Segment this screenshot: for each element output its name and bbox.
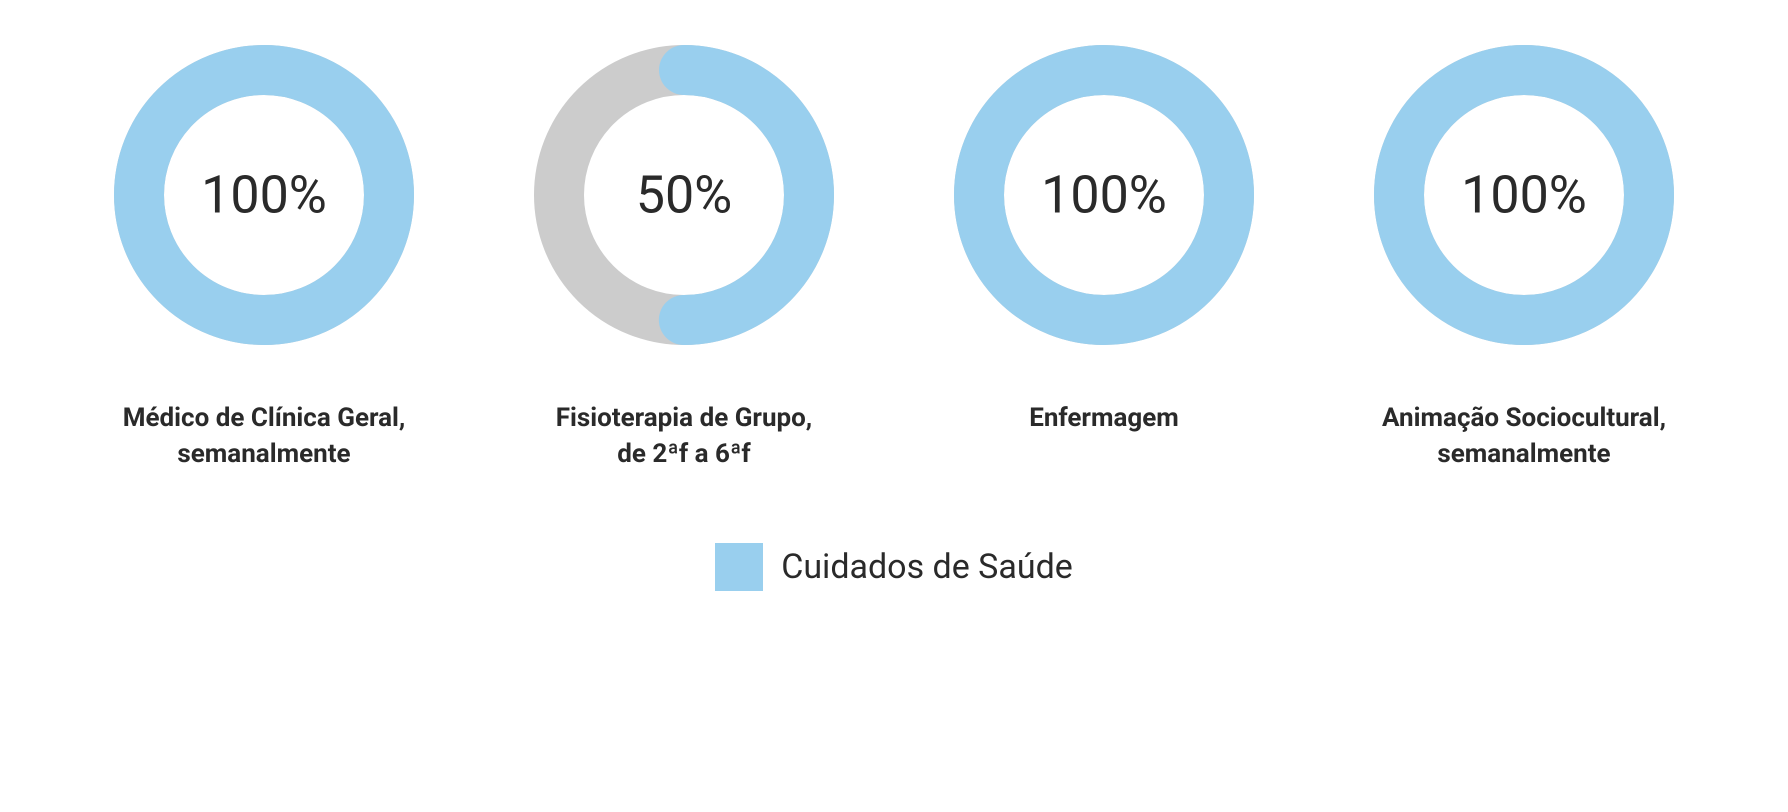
legend: Cuidados de Saúde xyxy=(715,543,1073,591)
donut-chart: 100% xyxy=(949,40,1259,350)
donut-label: Enfermagem xyxy=(1029,400,1179,436)
donut-label: Médico de Clínica Geral, semanalmente xyxy=(123,400,406,473)
legend-swatch xyxy=(715,543,763,591)
donut-item-enfermagem: 100% Enfermagem xyxy=(944,40,1264,473)
donut-item-medico: 100% Médico de Clínica Geral, semanalmen… xyxy=(104,40,424,473)
legend-label: Cuidados de Saúde xyxy=(781,547,1073,587)
donut-chart: 100% xyxy=(1369,40,1679,350)
donut-label: Animação Sociocultural, semanalmente xyxy=(1382,400,1666,473)
donut-percent-text: 50% xyxy=(636,165,733,226)
donut-item-fisioterapia: 50% Fisioterapia de Grupo, de 2ªf a 6ªf xyxy=(524,40,844,473)
donut-percent-text: 100% xyxy=(1461,165,1587,226)
donut-item-animacao: 100% Animação Sociocultural, semanalment… xyxy=(1364,40,1684,473)
donut-chart: 100% xyxy=(109,40,419,350)
donut-percent-text: 100% xyxy=(201,165,327,226)
donut-charts-row: 100% Médico de Clínica Geral, semanalmen… xyxy=(0,40,1788,473)
donut-chart: 50% xyxy=(529,40,839,350)
donut-percent-text: 100% xyxy=(1041,165,1167,226)
donut-label: Fisioterapia de Grupo, de 2ªf a 6ªf xyxy=(556,400,812,473)
